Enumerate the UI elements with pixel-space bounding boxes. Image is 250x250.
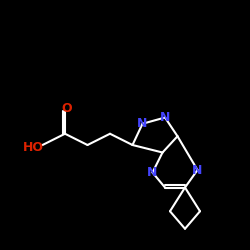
Text: N: N — [192, 164, 203, 176]
Text: N: N — [147, 166, 158, 179]
Text: O: O — [61, 102, 72, 115]
Text: HO: HO — [23, 141, 44, 154]
Text: N: N — [160, 111, 170, 124]
Text: N: N — [137, 117, 148, 130]
